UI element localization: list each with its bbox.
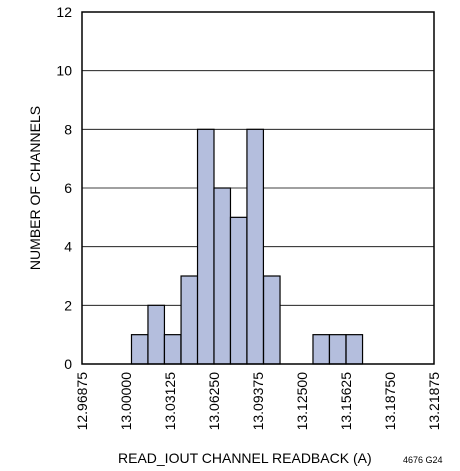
histogram-bar [312,334,331,365]
histogram-bar [213,187,232,365]
y-tick-label: 12 [56,4,72,20]
y-tick-label: 10 [56,63,72,79]
x-axis-ticks: 12.96875 13.00000 13.03125 13.06250 13.09375… [74,372,442,431]
y-tick-label: 4 [64,239,72,255]
y-tick-label: 6 [64,180,72,196]
y-axis-ticks: 0 2 4 6 8 10 12 [56,4,72,372]
x-tick-label: 13.06250 [206,372,222,431]
histogram-bar [147,304,166,365]
histogram-bar [180,275,199,365]
y-axis-title: NUMBER OF CHANNELS [27,106,43,270]
figure-code: 4676 G24 [403,455,443,465]
x-tick-label: 13.00000 [118,372,134,431]
x-tick-label: 13.09375 [250,372,266,431]
x-tick-label: 13.03125 [162,372,178,431]
histogram-bar [262,275,281,365]
x-axis-title: READ_IOUT CHANNEL READBACK (A) [118,450,372,466]
histogram-bar [163,334,182,365]
y-tick-label: 8 [64,121,72,137]
histogram-bar [328,334,347,365]
y-tick-label: 2 [64,297,72,313]
x-tick-label: 13.18750 [382,372,398,431]
histogram-bar [229,216,248,365]
plot-frame [81,11,435,365]
histogram-bar [246,128,265,365]
histogram-bar [196,128,215,365]
histogram-bar [345,334,364,365]
x-tick-label: 13.15625 [338,372,354,431]
y-tick-label: 0 [64,356,72,372]
histogram-bar [130,334,149,365]
x-tick-label: 13.21875 [426,372,442,431]
x-tick-label: 12.96875 [74,372,90,431]
x-tick-label: 13.12500 [294,372,310,431]
